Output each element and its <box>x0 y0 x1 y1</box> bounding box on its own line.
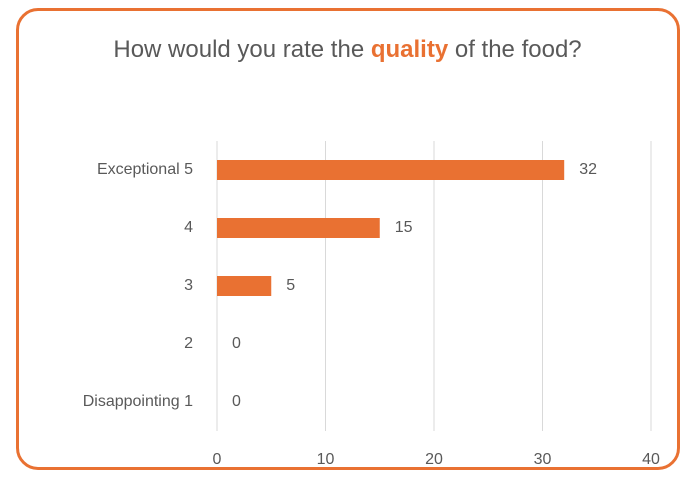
y-tick-label: Disappointing 1 <box>83 393 193 410</box>
x-tick-label: 40 <box>642 451 660 468</box>
x-tick-label: 30 <box>534 451 552 468</box>
bar <box>217 218 380 238</box>
card-border <box>16 8 680 470</box>
y-tick-label: 3 <box>184 277 193 294</box>
data-label: 5 <box>286 277 295 294</box>
data-label: 15 <box>395 219 413 236</box>
title-text: of the food? <box>454 36 582 63</box>
title-text: How would you rate the <box>113 36 365 63</box>
title-highlight: quality <box>370 36 449 63</box>
y-tick-label: 4 <box>184 219 193 236</box>
y-tick-label: Exceptional 5 <box>97 161 193 178</box>
data-label: 0 <box>232 393 241 410</box>
x-tick-label: 20 <box>425 451 443 468</box>
x-tick-label: 0 <box>213 451 222 468</box>
data-label: 0 <box>232 335 241 352</box>
x-tick-label: 10 <box>317 451 335 468</box>
chart-title: How would you rate the quality of the fo… <box>70 30 625 70</box>
data-label: 32 <box>579 161 597 178</box>
bar <box>217 276 272 296</box>
y-tick-label: 2 <box>184 335 193 352</box>
bar <box>217 160 565 180</box>
